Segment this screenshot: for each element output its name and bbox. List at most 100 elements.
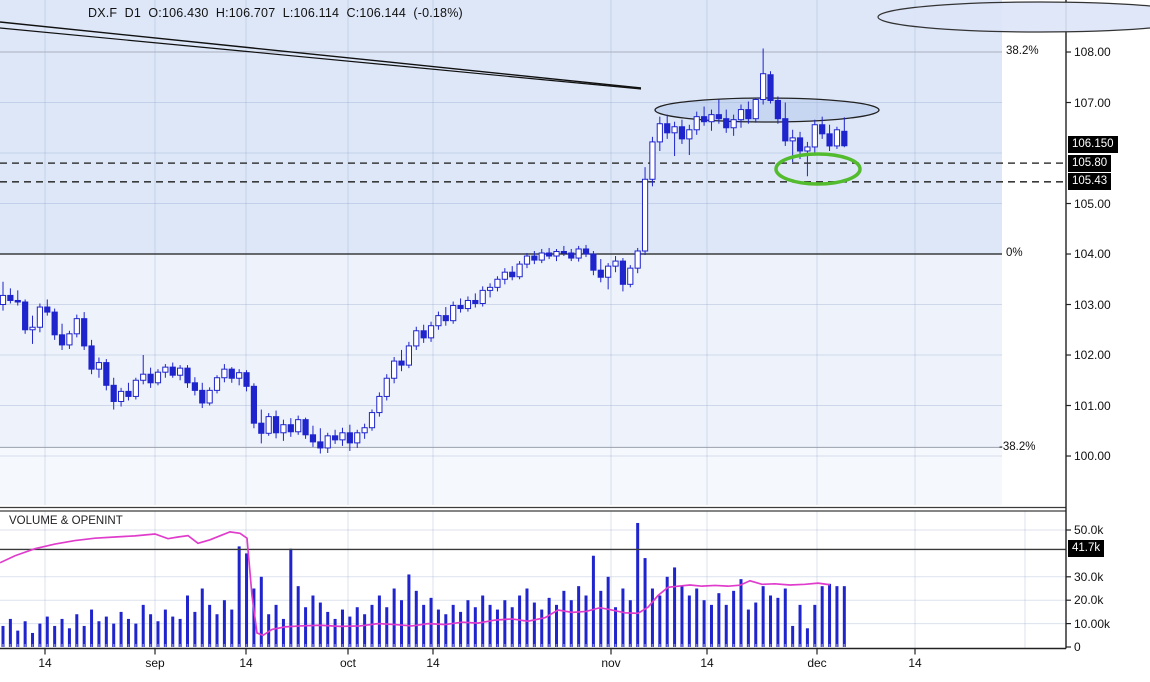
bar-date-mark xyxy=(563,644,565,647)
bar-date-mark xyxy=(105,644,108,647)
fib-382-label: 38.2% xyxy=(1006,45,1039,57)
bar-date-mark xyxy=(135,644,137,647)
bar-date-mark xyxy=(208,644,211,647)
bar-date-mark xyxy=(754,644,757,647)
bar-date-mark xyxy=(636,644,639,647)
time-axis-label: 14 xyxy=(239,656,253,670)
bar-date-mark xyxy=(762,644,764,647)
bar-date-mark xyxy=(61,644,63,647)
bar-date-mark xyxy=(238,644,240,647)
bar-date-mark xyxy=(784,644,787,647)
bar-date-mark xyxy=(673,644,676,647)
bar-date-mark xyxy=(659,644,661,647)
bar-date-mark xyxy=(68,644,71,647)
green-ellipse-annotation[interactable] xyxy=(774,152,862,186)
bar-date-mark xyxy=(481,644,484,647)
volume-axis-label: 10.00k xyxy=(1074,616,1111,631)
time-axis-label: 14 xyxy=(38,656,52,670)
bar-date-mark xyxy=(230,644,233,647)
bar-date-mark xyxy=(290,644,292,647)
last-price-badge: 106.150 xyxy=(1068,136,1118,153)
bar-date-mark xyxy=(747,644,750,647)
bar-date-mark xyxy=(98,644,100,647)
price-axis-label: 102.00 xyxy=(1074,348,1111,362)
bar-date-mark xyxy=(644,644,646,647)
bar-date-mark xyxy=(179,644,181,647)
time-axis-label: nov xyxy=(601,656,621,670)
bar-date-mark xyxy=(666,644,668,647)
bar-date-mark xyxy=(194,644,196,647)
fib-band-lower xyxy=(0,447,1002,505)
bar-date-mark xyxy=(83,644,85,647)
bar-date-mark xyxy=(725,644,728,647)
bar-date-mark xyxy=(540,644,543,647)
alert-line-badge-2: 105.43 xyxy=(1068,173,1112,190)
bar-date-mark xyxy=(526,644,528,647)
bar-date-mark xyxy=(577,644,580,647)
bar-date-mark xyxy=(400,644,403,647)
bar-date-mark xyxy=(467,644,469,647)
bar-date-mark xyxy=(814,644,816,647)
trendline[interactable] xyxy=(0,27,642,90)
candles[interactable] xyxy=(0,48,848,454)
bar-date-mark xyxy=(304,644,307,647)
bar-date-mark xyxy=(90,644,93,647)
bar-date-mark xyxy=(518,644,521,647)
bar-date-mark xyxy=(614,644,617,647)
bar-date-mark xyxy=(703,644,705,647)
bar-date-mark xyxy=(718,644,720,647)
trendline[interactable] xyxy=(0,21,642,89)
bar-date-mark xyxy=(607,644,609,647)
bar-date-mark xyxy=(806,644,809,647)
bar-date-mark xyxy=(267,644,270,647)
bar-date-mark xyxy=(651,644,654,647)
bar-date-mark xyxy=(282,644,285,647)
fib-band-mid xyxy=(0,254,1002,448)
price-axis-label: 104.00 xyxy=(1074,247,1111,261)
bar-date-mark xyxy=(555,644,558,647)
bar-date-mark xyxy=(422,644,425,647)
volume-axis-label: 30.0k xyxy=(1074,569,1104,584)
bar-date-mark xyxy=(186,644,189,647)
time-axis-label: 14 xyxy=(700,656,714,670)
bar-date-mark xyxy=(371,644,373,647)
bar-date-mark xyxy=(253,644,255,647)
bar-date-mark xyxy=(843,644,846,647)
time-axis-label: sep xyxy=(145,656,165,670)
bar-date-mark xyxy=(245,644,248,647)
bar-date-mark xyxy=(504,644,506,647)
bar-date-mark xyxy=(585,644,587,647)
bar-date-mark xyxy=(393,644,395,647)
bar-date-mark xyxy=(415,644,418,647)
volume-axis-label: 50.0k xyxy=(1074,523,1104,537)
bar-date-mark xyxy=(349,644,351,647)
bar-date-mark xyxy=(76,644,78,647)
bar-date-mark xyxy=(378,644,381,647)
bar-date-mark xyxy=(740,644,742,647)
bar-date-mark xyxy=(275,644,277,647)
bar-date-mark xyxy=(149,644,152,647)
time-axis-label: 14 xyxy=(426,656,440,670)
bar-date-mark xyxy=(312,644,314,647)
open-interest-line xyxy=(0,530,831,637)
bar-date-mark xyxy=(216,644,218,647)
price-axis-label: 100.00 xyxy=(1074,449,1111,463)
bar-date-mark xyxy=(31,644,34,647)
bar-date-mark xyxy=(201,644,204,647)
bar-date-mark xyxy=(437,644,440,647)
bar-date-mark xyxy=(39,644,41,647)
bar-date-mark xyxy=(828,644,831,647)
top-right-ellipse-annotation[interactable] xyxy=(877,1,1150,33)
price-axis-label: 101.00 xyxy=(1074,398,1111,413)
bar-date-mark xyxy=(496,644,499,647)
bar-date-mark xyxy=(164,644,167,647)
volume-bars xyxy=(1,522,846,647)
bar-date-mark xyxy=(821,644,823,647)
fib-neg382-label: -38.2% xyxy=(999,441,1036,453)
consolidation-ellipse-annotation[interactable] xyxy=(654,97,880,123)
volume-axis-label: 20.0k xyxy=(1074,593,1104,608)
bar-date-mark xyxy=(599,644,602,647)
bar-date-mark xyxy=(120,644,122,647)
